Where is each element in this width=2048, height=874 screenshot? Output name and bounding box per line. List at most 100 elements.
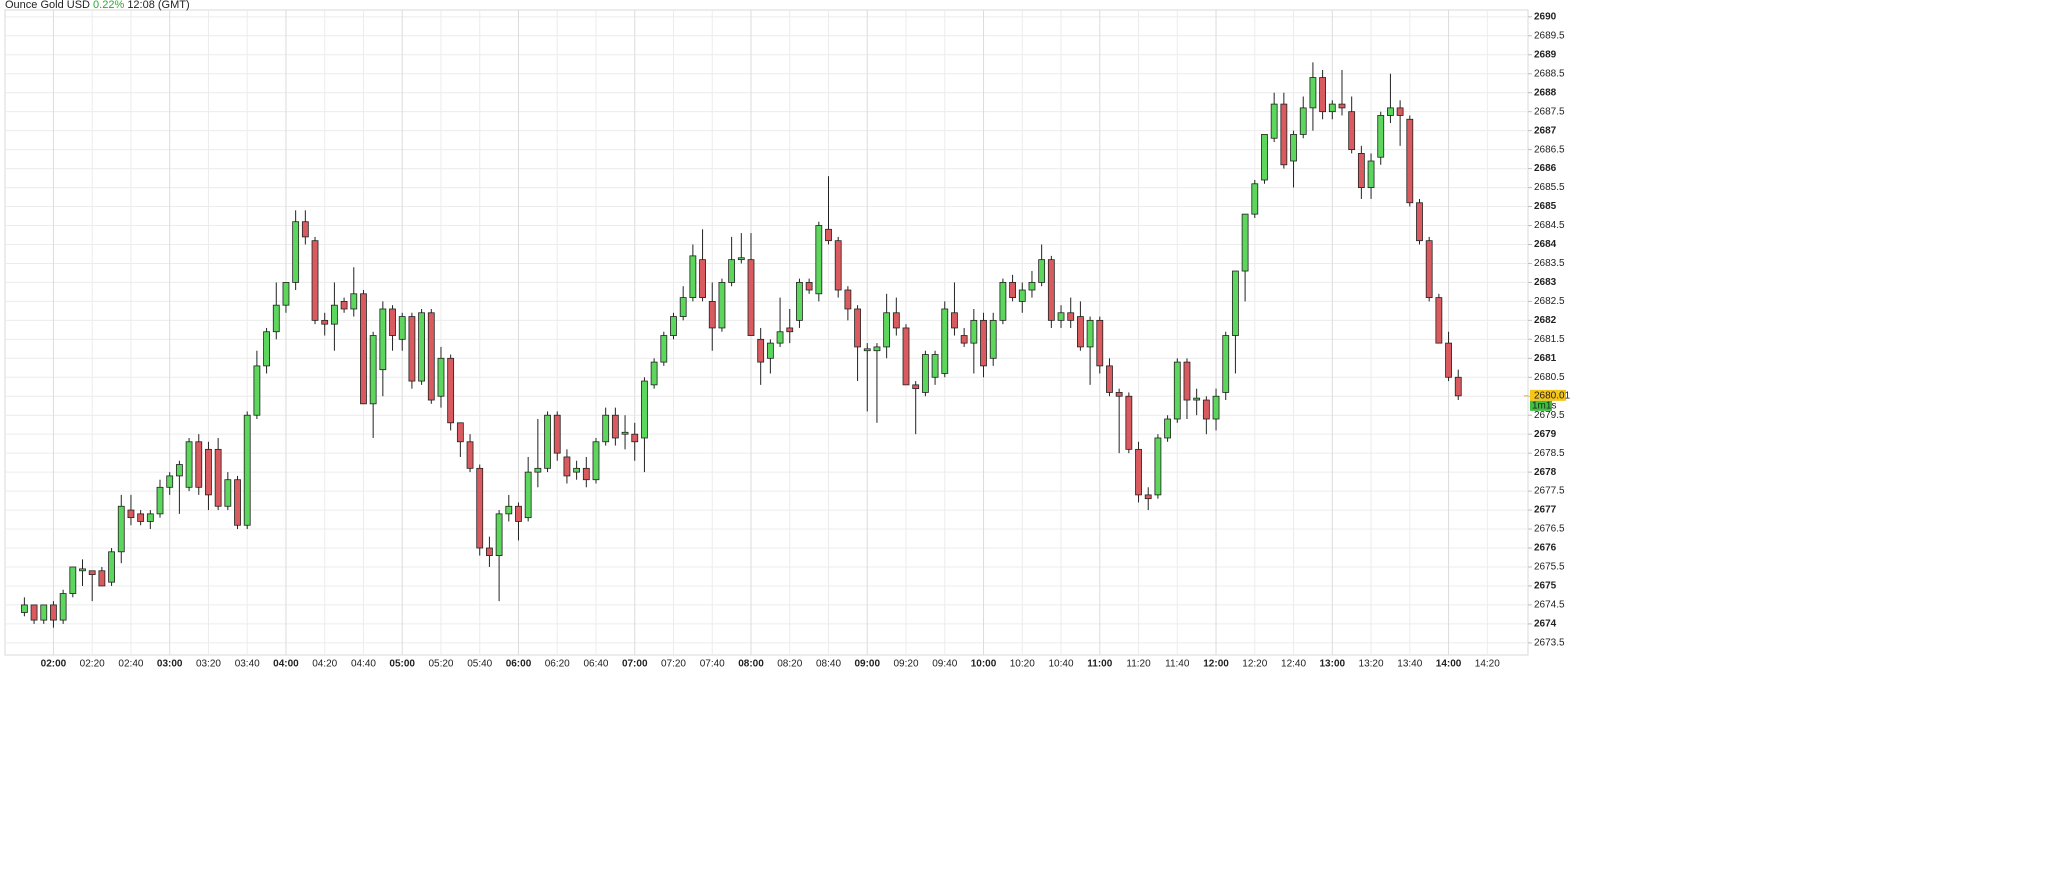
time: 12:08 (GMT) [127,0,189,11]
x-tick-label: 12:00 [1203,659,1229,670]
candle-body [40,604,48,621]
y-tick-label: 2679 [1534,429,1557,440]
candle-body [786,327,794,333]
x-tick-label: 13:00 [1320,659,1346,670]
candle-body [582,467,590,481]
candle-body [825,228,832,242]
candle-body [1125,395,1133,450]
candle-body [873,346,881,352]
candle-body [398,316,406,340]
candle-body [1280,103,1288,166]
candle-body [718,282,726,329]
candle-body [59,593,67,621]
y-tick-label: 2681 [1534,353,1557,364]
x-tick-label: 13:20 [1359,659,1384,670]
candle-body [1241,213,1249,272]
candle-body [1057,312,1065,321]
candle-body [844,289,852,310]
candle-body [20,604,28,613]
candle-body [1425,240,1433,298]
y-tick-label: 2686.5 [1534,144,1565,155]
change: 0.22% [93,0,124,11]
y-tick-label: 2684 [1534,239,1557,250]
candle-body [766,342,774,359]
x-tick-label: 03:40 [235,659,260,670]
candle-body [921,354,929,393]
candle-body [1028,282,1036,291]
y-tick-label: 2689 [1534,49,1557,60]
x-tick-label: 11:00 [1087,659,1112,670]
x-tick-label: 09:00 [854,659,880,670]
y-tick-label: 2687.5 [1534,106,1565,117]
x-tick-label: 02:20 [80,659,105,670]
candle-body [931,354,939,378]
candle-body [611,414,619,439]
candle-body [486,547,493,556]
x-tick-label: 04:20 [312,659,337,670]
last-price-box [1530,389,1566,401]
candle-body [456,422,464,443]
x-tick-label: 14:20 [1475,659,1500,670]
y-tick-label: 2685 [1534,201,1557,212]
candle-body [1009,282,1016,298]
candle-body [301,221,309,238]
candle-body [1222,335,1230,393]
candle-body [272,304,280,333]
candle-body [1047,259,1055,321]
candle-body [1115,392,1123,397]
candle-body [1144,494,1152,500]
x-tick-label: 10:00 [971,659,997,670]
candle-body [689,255,697,298]
candle-body [360,293,367,405]
candle-body [427,312,435,401]
candle-body [243,414,251,526]
candle-body [1038,259,1046,283]
candle-body [999,282,1007,321]
candle-body [1338,103,1346,109]
candle-body [757,338,765,363]
y-tick-label: 2690 [1534,11,1557,22]
x-tick-label: 04:40 [351,659,376,670]
candle-body [98,570,106,587]
x-tick-label: 07:40 [700,659,725,670]
candle-body [534,467,542,473]
candle-body [544,414,551,469]
countdown-box [1530,400,1552,411]
candle-body [1086,319,1094,348]
y-tick-label: 2674.5 [1534,600,1565,611]
y-tick-label: 2677 [1534,505,1557,516]
x-tick-label: 14:00 [1436,659,1462,670]
candle-body [117,505,125,553]
candle-body [728,259,736,283]
candle-body [863,348,871,352]
candle-body [418,312,425,382]
candle-body [747,259,755,336]
candle-body [699,259,706,298]
candle-body [854,308,861,348]
countdown: 1m1s [1532,401,1556,412]
candle-body [960,335,968,344]
last-price-label: 2680.01 [1534,391,1571,402]
candle-body [941,308,949,374]
x-tick-label: 06:00 [506,659,532,670]
x-tick-label: 03:20 [196,659,221,670]
candle-body [621,431,629,435]
candle-body [1328,103,1336,113]
candle-body [1445,342,1452,378]
candle-body [1067,312,1075,321]
candle-body [1319,77,1327,113]
candle-body [883,312,891,348]
candle-body [1454,376,1462,397]
y-tick-label: 2688 [1534,87,1557,98]
candle-body [592,441,600,481]
candle-body [670,316,677,336]
candle-body [146,513,154,522]
y-tick-label: 2688.5 [1534,68,1565,79]
candle-body [980,319,987,367]
x-tick-label: 02:00 [41,659,67,670]
y-tick-label: 2682.5 [1534,296,1565,307]
x-tick-label: 10:40 [1049,659,1074,670]
candle-body [1377,115,1385,158]
candle-body [282,282,290,306]
candle-body [1367,160,1375,188]
